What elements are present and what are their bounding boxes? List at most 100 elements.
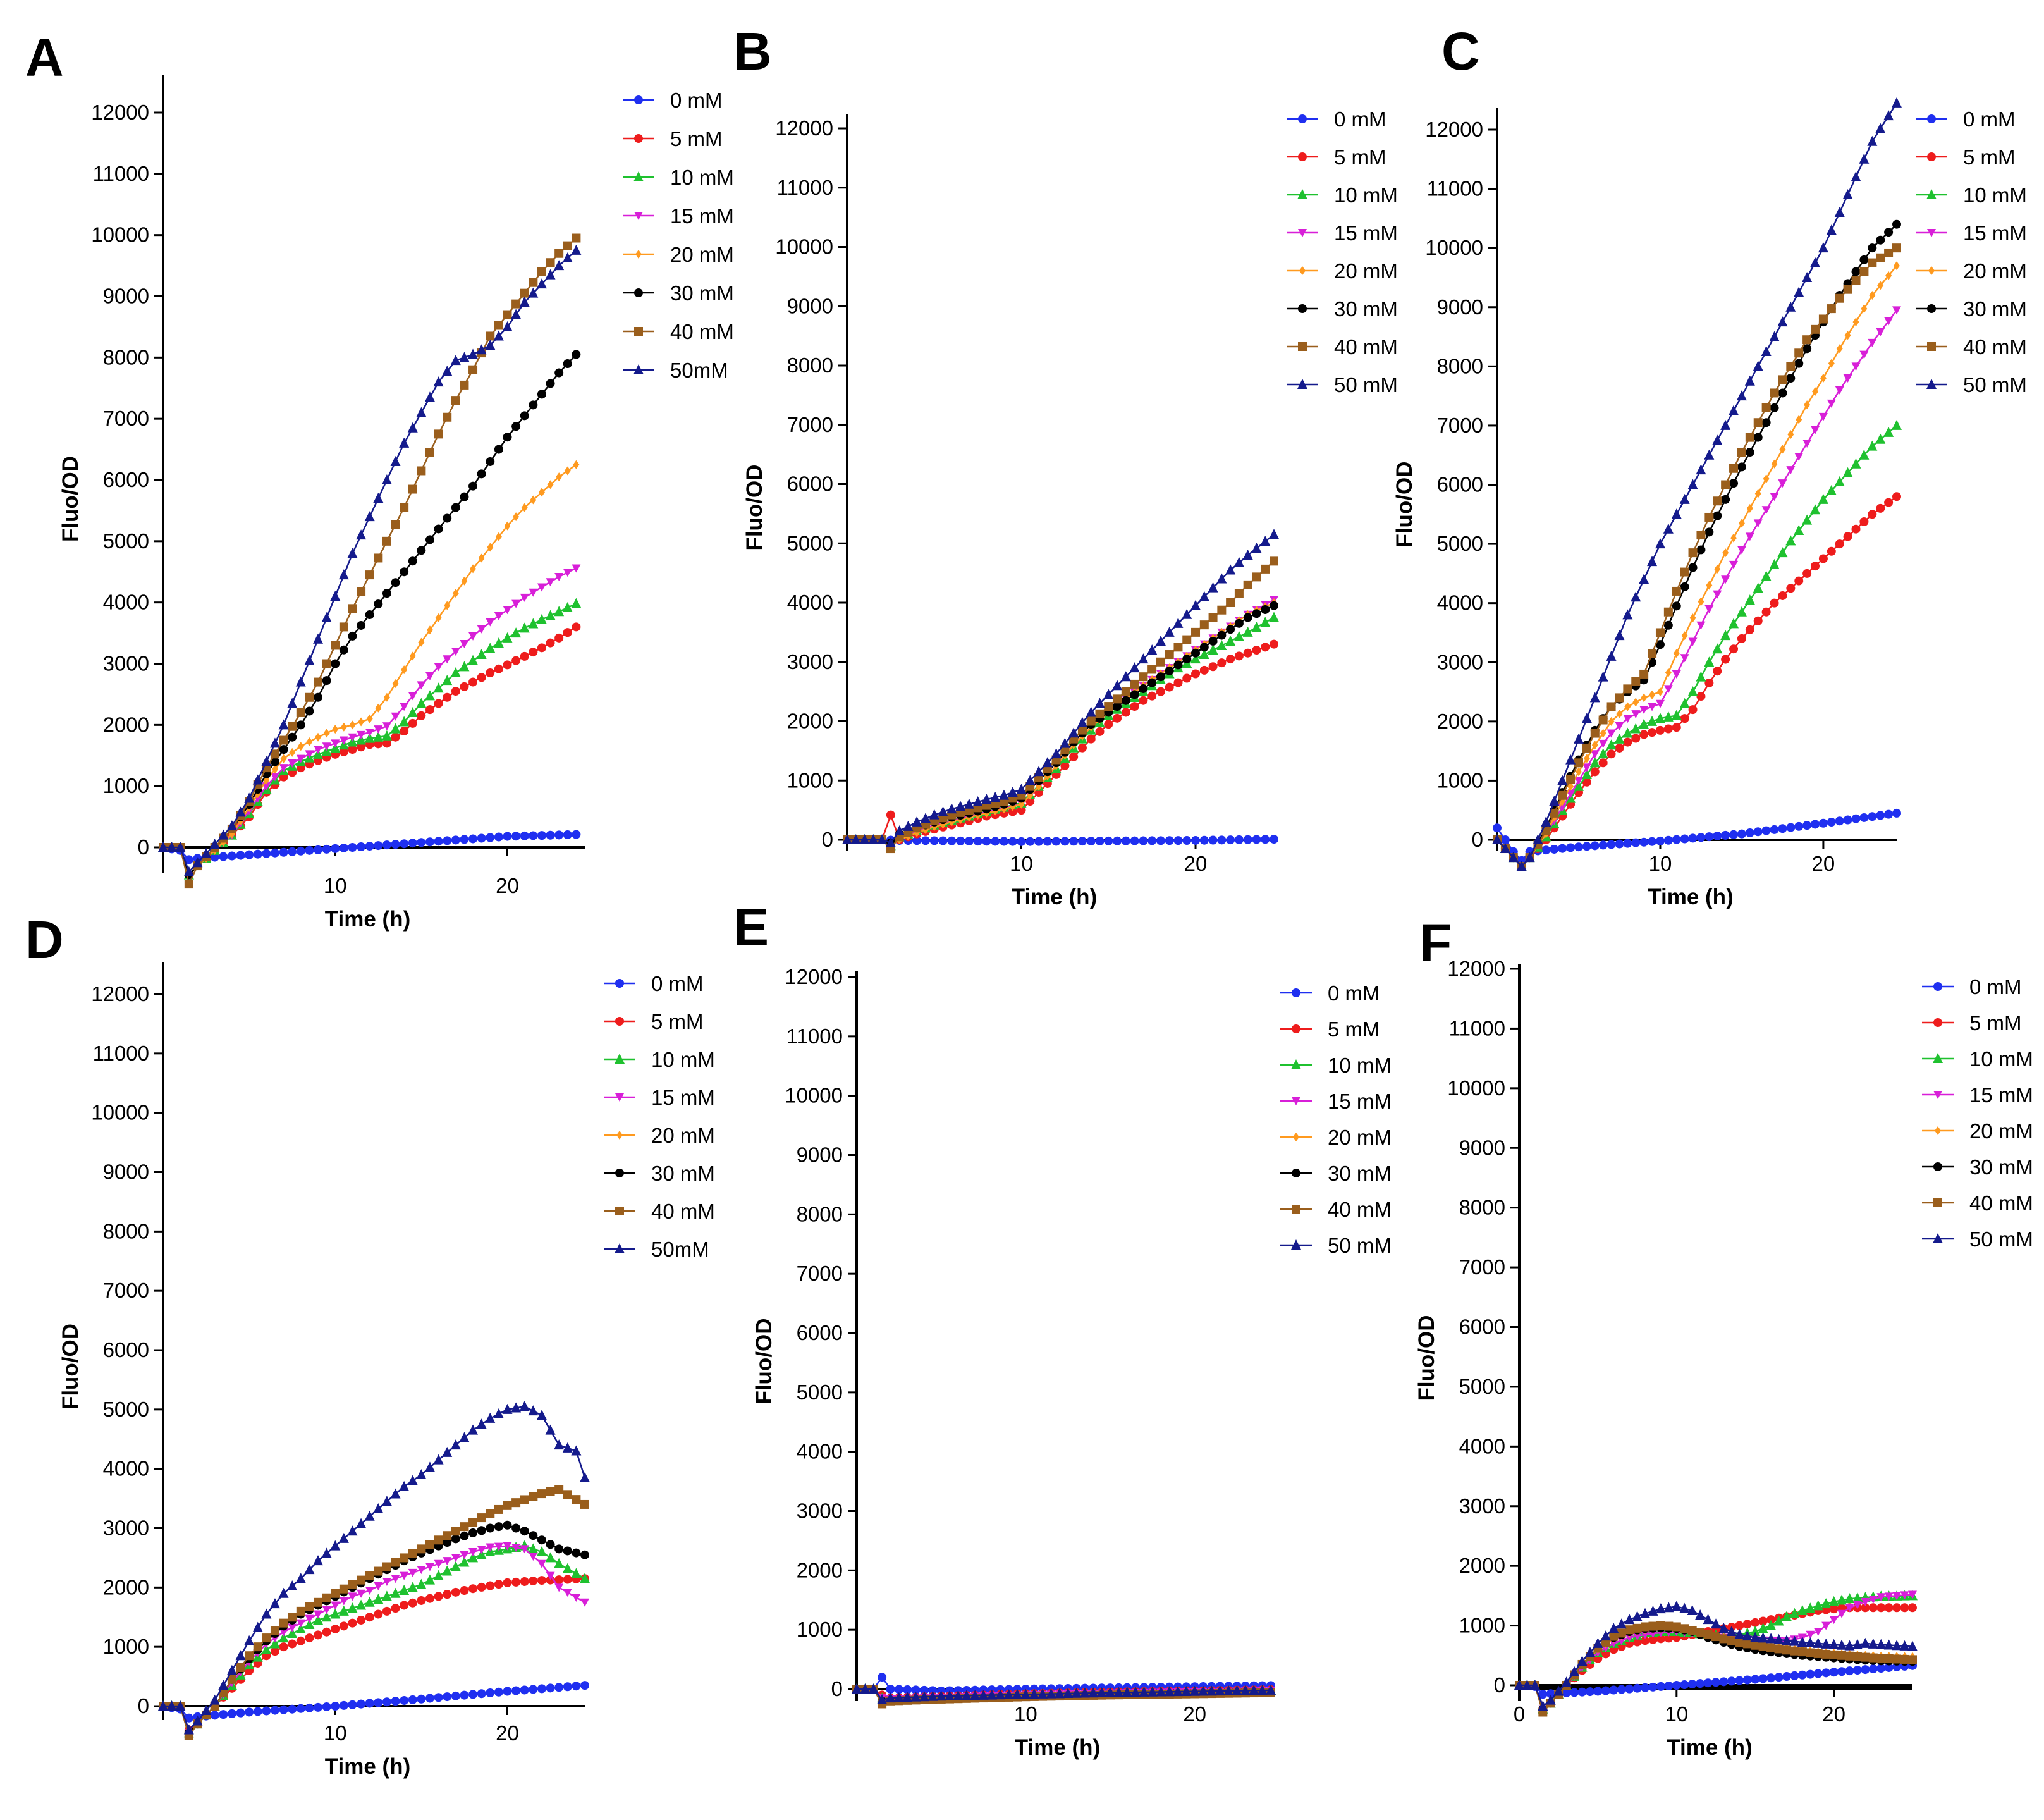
- data-point: [1147, 644, 1158, 655]
- data-point: [323, 729, 330, 738]
- data-point: [322, 742, 331, 751]
- y-tick-label: 7000: [103, 407, 149, 430]
- data-point: [1876, 235, 1885, 245]
- data-point: [1077, 743, 1087, 753]
- data-point: [1655, 640, 1665, 649]
- data-point: [886, 1685, 895, 1694]
- legend-marker: [1291, 1239, 1301, 1250]
- data-point: [1639, 574, 1649, 584]
- data-point: [1068, 727, 1079, 738]
- data-point: [417, 466, 426, 476]
- series-50mm: [158, 1401, 590, 1735]
- data-point: [1071, 1687, 1082, 1698]
- data-point: [1243, 835, 1252, 844]
- data-point: [210, 852, 219, 862]
- data-point: [315, 732, 322, 742]
- data-point: [425, 672, 434, 680]
- data-point: [1590, 729, 1600, 738]
- data-point: [1810, 504, 1821, 515]
- data-point: [1758, 1642, 1768, 1651]
- data-point: [1217, 658, 1227, 668]
- data-point: [1242, 550, 1253, 560]
- data-point: [1892, 306, 1901, 315]
- data-point: [1088, 1687, 1099, 1698]
- data-point: [347, 548, 358, 558]
- data-point: [519, 1401, 530, 1411]
- data-point: [451, 396, 460, 405]
- data-point: [1900, 1591, 1909, 1600]
- data-point: [1742, 1630, 1753, 1641]
- data-point: [305, 706, 314, 716]
- data-point: [416, 1469, 427, 1480]
- data-point: [1077, 837, 1087, 846]
- data-point: [1173, 660, 1183, 670]
- data-point: [1077, 725, 1087, 735]
- data-point: [450, 1561, 461, 1571]
- data-point: [408, 1695, 417, 1704]
- data-point: [487, 543, 494, 552]
- data-point: [1727, 1636, 1736, 1645]
- data-point: [1859, 255, 1869, 264]
- data-point: [1729, 405, 1739, 415]
- data-point: [1615, 839, 1624, 849]
- data-point: [226, 820, 237, 831]
- data-point: [262, 849, 271, 858]
- data-point: [1868, 510, 1877, 519]
- data-point: [1609, 1685, 1619, 1695]
- data-point: [297, 742, 304, 751]
- data-point: [1687, 1604, 1698, 1615]
- data-point: [408, 556, 417, 566]
- data-point: [1774, 1673, 1784, 1682]
- data-point: [563, 830, 572, 840]
- data-point: [1802, 821, 1812, 830]
- data-point: [1761, 506, 1771, 515]
- data-point: [1600, 729, 1606, 738]
- data-point: [1835, 386, 1844, 395]
- data-point: [852, 1683, 862, 1694]
- data-point: [1269, 612, 1279, 622]
- data-point: [287, 1580, 298, 1590]
- data-point: [1859, 517, 1869, 526]
- data-point: [348, 1700, 357, 1709]
- data-point: [1766, 1673, 1776, 1683]
- data-point: [1614, 630, 1625, 641]
- data-point: [1821, 1638, 1832, 1649]
- data-point: [356, 1518, 367, 1528]
- data-point: [1617, 1628, 1626, 1638]
- data-point: [269, 1638, 280, 1649]
- data-point: [1680, 567, 1689, 577]
- data-point: [572, 233, 581, 243]
- data-point: [1796, 415, 1802, 424]
- data-point: [511, 627, 522, 638]
- data-point: [1155, 635, 1166, 646]
- data-point: [183, 866, 194, 876]
- data-point: [1208, 582, 1218, 593]
- data-point: [513, 512, 520, 522]
- data-point: [486, 1509, 495, 1518]
- data-point: [894, 1685, 903, 1694]
- panel-letter: C: [1441, 22, 1480, 81]
- data-point: [1655, 538, 1665, 549]
- y-tick-label: 11000: [93, 1042, 149, 1065]
- data-point: [1565, 754, 1576, 765]
- data-point: [1500, 835, 1510, 844]
- data-point: [529, 831, 538, 840]
- data-point: [1577, 1687, 1587, 1697]
- data-point: [1095, 727, 1105, 736]
- data-point: [1216, 639, 1227, 650]
- data-point: [349, 720, 356, 730]
- data-point: [503, 660, 512, 670]
- series-50mm: [1514, 1601, 1918, 1711]
- data-point: [424, 391, 435, 402]
- data-point: [1156, 672, 1165, 682]
- data-point: [175, 1700, 186, 1711]
- data-point: [982, 837, 991, 846]
- data-point: [572, 350, 581, 359]
- data-point: [417, 1694, 426, 1704]
- data-point: [1794, 286, 1804, 297]
- data-point: [1852, 1652, 1862, 1661]
- data-point: [433, 682, 444, 693]
- data-point: [1770, 598, 1779, 608]
- data-point: [262, 1633, 271, 1643]
- y-tick-label: 0: [831, 1677, 843, 1700]
